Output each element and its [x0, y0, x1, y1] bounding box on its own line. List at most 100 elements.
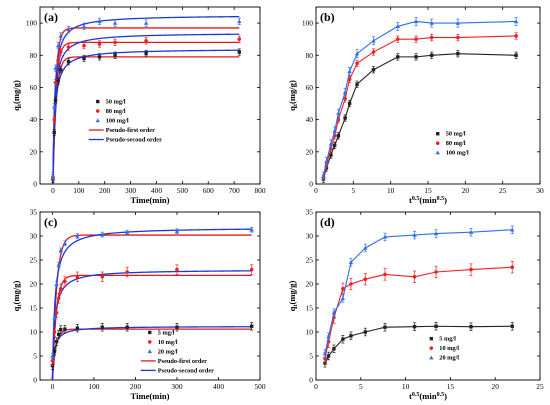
data-point — [125, 325, 129, 329]
data-point — [174, 229, 180, 233]
y-tick-label: 20 — [306, 280, 314, 289]
x-axis-title-superscript: 0.5 — [437, 196, 445, 202]
data-point — [331, 310, 337, 315]
x-tick-label: 0 — [51, 186, 55, 195]
legend-label: 20 mg/l — [439, 355, 459, 362]
data-point — [395, 24, 400, 29]
data-point — [348, 260, 354, 265]
y-tick-label: 0 — [309, 376, 313, 385]
data-point — [75, 275, 80, 279]
data-point — [56, 332, 61, 337]
y-tick-label: 10 — [306, 328, 314, 337]
data-point — [347, 101, 352, 106]
y-tick-label: 40 — [30, 115, 38, 124]
legend-label: 5 mg/l — [158, 329, 175, 336]
y-axis-title-subscript: t — [293, 305, 299, 307]
panel-c: 0 100 200 300 400 500 0 5 10 15 20 25 30 35 Time(min) q… — [11, 208, 266, 401]
y-axis-title: qt(mg/g) — [11, 281, 23, 312]
x-tick-label: 10 — [387, 186, 395, 195]
data-point — [50, 173, 56, 178]
data-point — [97, 19, 102, 24]
data-point — [336, 111, 341, 115]
data-point — [58, 287, 63, 291]
data-point — [58, 248, 63, 253]
data-point — [54, 281, 59, 286]
data-point — [66, 60, 71, 64]
data-point — [326, 354, 331, 358]
y-axis-title-part: (mg/g) — [11, 281, 21, 305]
data-point — [58, 50, 63, 54]
data-point — [514, 34, 518, 38]
y-axis-title-subscript: t — [17, 305, 23, 307]
data-point — [347, 77, 352, 82]
data-point — [429, 20, 434, 25]
data-point — [349, 282, 353, 286]
data-point — [371, 38, 376, 43]
data-point — [342, 90, 348, 94]
x-tick-label: 700 — [229, 186, 240, 195]
data-point — [341, 337, 345, 341]
data-point — [125, 270, 129, 274]
y-tick-label: 15 — [30, 304, 38, 313]
y-tick-label: 20 — [30, 280, 38, 289]
x-tick-label: 800 — [254, 186, 265, 195]
plot-frame — [315, 211, 541, 381]
data-point — [112, 20, 118, 25]
data-point — [113, 40, 117, 45]
x-tick-label: 400 — [151, 186, 162, 195]
data-point — [354, 51, 360, 56]
data-point — [332, 143, 337, 148]
data-point — [371, 68, 376, 72]
data-point — [363, 330, 367, 334]
data-point — [322, 351, 328, 356]
data-point — [433, 231, 439, 236]
data-point — [513, 19, 519, 24]
fit-curve — [52, 49, 240, 184]
data-point — [514, 53, 518, 57]
legend-marker — [429, 346, 434, 350]
data-point — [343, 96, 347, 101]
data-point — [340, 296, 346, 301]
x-tick-label: 5 — [359, 382, 363, 391]
data-point — [100, 325, 104, 329]
x-axis-title-superscript: 0.5 — [412, 392, 420, 398]
data-point — [434, 270, 438, 274]
data-point — [53, 65, 58, 70]
data-point — [56, 58, 60, 62]
data-point — [429, 35, 434, 40]
fit-curve — [52, 56, 240, 184]
x-axis-title: Time(min) — [131, 391, 170, 401]
legend-marker — [435, 150, 440, 155]
data-point — [59, 327, 63, 332]
legend-marker — [429, 355, 434, 360]
y-tick-label: 0 — [33, 180, 37, 189]
x-axis-title-part: ) — [444, 195, 447, 205]
data-point — [52, 315, 57, 320]
fit-curve — [51, 234, 252, 381]
legend-marker — [147, 349, 152, 354]
panel-d: 0 5 10 15 20 2505101520253035t0.5(min0.5)qt(m… — [287, 208, 544, 401]
data-point — [510, 227, 515, 232]
x-axis-title: t0.5(min0.5) — [409, 195, 447, 205]
fit-curve — [51, 228, 252, 381]
x-tick-label: 200 — [99, 186, 110, 195]
data-point — [414, 37, 418, 41]
data-point — [237, 50, 241, 54]
x-tick-label: 100 — [73, 186, 84, 195]
legend-marker — [436, 132, 440, 136]
legend-label: Pseudo-second order — [158, 367, 214, 374]
x-tick-label: 30 — [536, 186, 544, 195]
data-point — [363, 277, 368, 282]
data-point — [52, 104, 57, 109]
data-point — [55, 43, 61, 48]
data-point — [321, 173, 326, 178]
data-point — [455, 20, 461, 25]
legend-marker — [429, 336, 434, 341]
legend-label: 20 mg/l — [158, 348, 178, 355]
x-tick-label: 25 — [499, 186, 507, 195]
legend-label: Pseudo-second order — [106, 137, 162, 144]
y-tick-label: 10 — [30, 328, 38, 337]
data-point — [434, 324, 438, 328]
y-tick-label: 80 — [306, 51, 314, 60]
